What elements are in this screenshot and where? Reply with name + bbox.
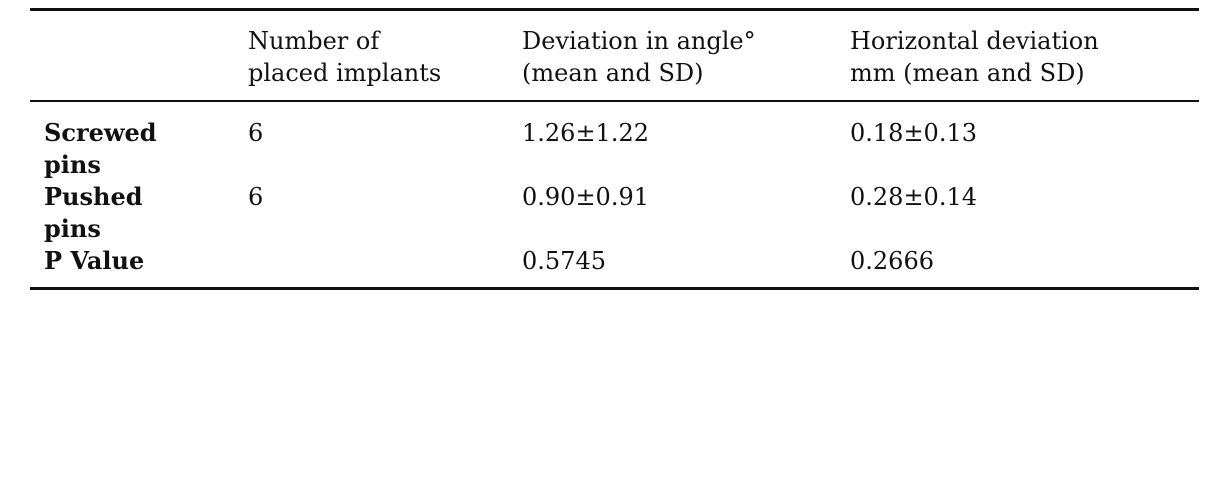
table-row: Screwed pins 6 1.26±1.22 0.18±0.13 xyxy=(30,102,1199,181)
header-implants-line2: placed implants xyxy=(248,59,442,87)
header-horizontal: Horizontal deviation mm (mean and SD) xyxy=(850,11,1199,100)
header-angle: Deviation in angle° (mean and SD) xyxy=(522,11,850,100)
table-header-row: Number of placed implants Deviation in a… xyxy=(30,11,1199,100)
cell-angle: 0.5745 xyxy=(522,247,606,275)
row-label-pushed: Pushed pins xyxy=(30,181,248,245)
row-label-line1: Screwed xyxy=(44,118,157,147)
results-table: Number of placed implants Deviation in a… xyxy=(30,11,1199,100)
cell-horizontal: 0.2666 xyxy=(850,247,934,275)
results-table-container: Number of placed implants Deviation in a… xyxy=(30,8,1199,290)
header-angle-line2: (mean and SD) xyxy=(522,59,704,87)
table-bottom-rule xyxy=(30,287,1199,290)
cell-implants: 6 xyxy=(248,119,264,147)
header-implants: Number of placed implants xyxy=(248,11,522,100)
row-label-screwed: Screwed pins xyxy=(30,102,248,181)
row-label-pvalue: P Value xyxy=(30,245,248,287)
table-row: P Value 0.5745 0.2666 xyxy=(30,245,1199,287)
table-top-rule xyxy=(30,8,1199,11)
cell-horizontal: 0.18±0.13 xyxy=(850,119,977,147)
results-table-body: Screwed pins 6 1.26±1.22 0.18±0.13 Pushe… xyxy=(30,102,1199,287)
cell-angle: 1.26±1.22 xyxy=(522,119,649,147)
row-label-line1: P Value xyxy=(44,246,145,275)
row-label-line2: pins xyxy=(44,214,101,243)
table-row: Pushed pins 6 0.90±0.91 0.28±0.14 xyxy=(30,181,1199,245)
row-label-line2: pins xyxy=(44,150,101,179)
header-horizontal-line1: Horizontal deviation xyxy=(850,27,1099,55)
cell-angle: 0.90±0.91 xyxy=(522,183,649,211)
header-empty xyxy=(30,11,248,100)
header-angle-line1: Deviation in angle° xyxy=(522,27,756,55)
cell-horizontal: 0.28±0.14 xyxy=(850,183,977,211)
cell-implants xyxy=(248,245,522,287)
cell-implants: 6 xyxy=(248,183,264,211)
header-implants-line1: Number of xyxy=(248,27,380,55)
header-horizontal-line2: mm (mean and SD) xyxy=(850,59,1085,87)
row-label-line1: Pushed xyxy=(44,182,143,211)
table-header-rule xyxy=(30,100,1199,102)
